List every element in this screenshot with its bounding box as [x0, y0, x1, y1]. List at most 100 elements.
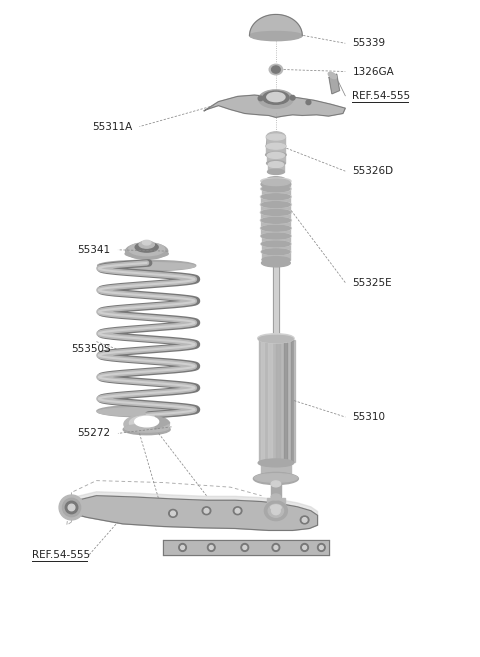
Ellipse shape [328, 72, 336, 79]
Ellipse shape [135, 242, 158, 252]
Text: 55339: 55339 [352, 38, 385, 49]
Ellipse shape [261, 217, 290, 223]
Polygon shape [250, 14, 302, 35]
Ellipse shape [267, 152, 285, 158]
Ellipse shape [180, 545, 184, 549]
Text: 55310: 55310 [352, 412, 385, 422]
Text: 1326GA: 1326GA [352, 66, 394, 76]
Text: 55325E: 55325E [352, 278, 392, 288]
Ellipse shape [268, 504, 284, 517]
Ellipse shape [271, 494, 281, 500]
Ellipse shape [124, 415, 169, 434]
Ellipse shape [262, 202, 290, 208]
Ellipse shape [263, 91, 289, 104]
Ellipse shape [262, 259, 290, 267]
Ellipse shape [97, 260, 196, 271]
Polygon shape [163, 540, 328, 555]
Polygon shape [67, 491, 318, 515]
Ellipse shape [261, 249, 291, 255]
Ellipse shape [253, 473, 299, 484]
Ellipse shape [306, 100, 311, 104]
Text: 55326D: 55326D [352, 166, 394, 176]
Ellipse shape [59, 495, 84, 520]
Polygon shape [261, 212, 290, 220]
Polygon shape [291, 340, 295, 462]
Polygon shape [262, 236, 290, 244]
Ellipse shape [261, 233, 291, 239]
Text: 55311A: 55311A [92, 122, 132, 131]
Ellipse shape [261, 178, 291, 184]
Ellipse shape [139, 241, 155, 248]
Ellipse shape [130, 416, 164, 430]
Polygon shape [67, 495, 318, 530]
Ellipse shape [259, 90, 293, 108]
Polygon shape [262, 244, 290, 252]
Ellipse shape [135, 417, 158, 427]
Ellipse shape [235, 509, 240, 513]
Ellipse shape [267, 134, 285, 140]
Polygon shape [284, 340, 288, 462]
Ellipse shape [290, 95, 295, 100]
Ellipse shape [266, 144, 286, 149]
Ellipse shape [261, 225, 290, 231]
Ellipse shape [271, 505, 281, 510]
Ellipse shape [272, 507, 280, 514]
Ellipse shape [300, 516, 309, 524]
Ellipse shape [179, 543, 186, 551]
Ellipse shape [272, 66, 280, 73]
Ellipse shape [258, 459, 294, 467]
Ellipse shape [262, 249, 290, 255]
Ellipse shape [125, 424, 168, 432]
Polygon shape [266, 147, 286, 155]
Ellipse shape [318, 543, 325, 551]
Ellipse shape [202, 507, 211, 514]
Ellipse shape [267, 93, 285, 102]
Polygon shape [276, 340, 280, 462]
Ellipse shape [303, 545, 307, 549]
Ellipse shape [261, 194, 291, 200]
Polygon shape [267, 498, 285, 507]
Ellipse shape [65, 501, 78, 514]
Ellipse shape [258, 334, 294, 343]
Ellipse shape [209, 545, 213, 549]
Polygon shape [262, 228, 290, 236]
Polygon shape [259, 338, 293, 463]
Ellipse shape [267, 170, 284, 174]
Ellipse shape [262, 179, 290, 185]
Polygon shape [273, 263, 279, 338]
Polygon shape [156, 417, 169, 429]
Polygon shape [268, 165, 284, 172]
Ellipse shape [68, 504, 75, 510]
Ellipse shape [269, 64, 283, 75]
Ellipse shape [266, 161, 285, 166]
Ellipse shape [301, 543, 309, 551]
Ellipse shape [123, 424, 170, 435]
Ellipse shape [241, 543, 249, 551]
Ellipse shape [272, 543, 280, 551]
Polygon shape [261, 463, 291, 476]
Ellipse shape [261, 186, 291, 192]
Polygon shape [204, 95, 345, 118]
Ellipse shape [261, 241, 291, 247]
Ellipse shape [258, 96, 263, 101]
Polygon shape [262, 252, 290, 260]
Ellipse shape [260, 210, 291, 215]
Polygon shape [262, 196, 290, 204]
Ellipse shape [265, 152, 286, 158]
Ellipse shape [98, 263, 195, 270]
Ellipse shape [97, 405, 196, 417]
Ellipse shape [264, 501, 288, 520]
Ellipse shape [97, 407, 196, 416]
Ellipse shape [266, 177, 286, 184]
Polygon shape [271, 484, 281, 497]
Ellipse shape [262, 257, 290, 263]
Ellipse shape [261, 210, 290, 215]
Polygon shape [267, 156, 285, 164]
Text: 55341: 55341 [78, 245, 111, 255]
Ellipse shape [170, 511, 175, 516]
Ellipse shape [250, 30, 302, 41]
Polygon shape [261, 340, 264, 462]
Ellipse shape [262, 186, 290, 192]
Ellipse shape [243, 545, 247, 549]
Ellipse shape [274, 545, 278, 549]
